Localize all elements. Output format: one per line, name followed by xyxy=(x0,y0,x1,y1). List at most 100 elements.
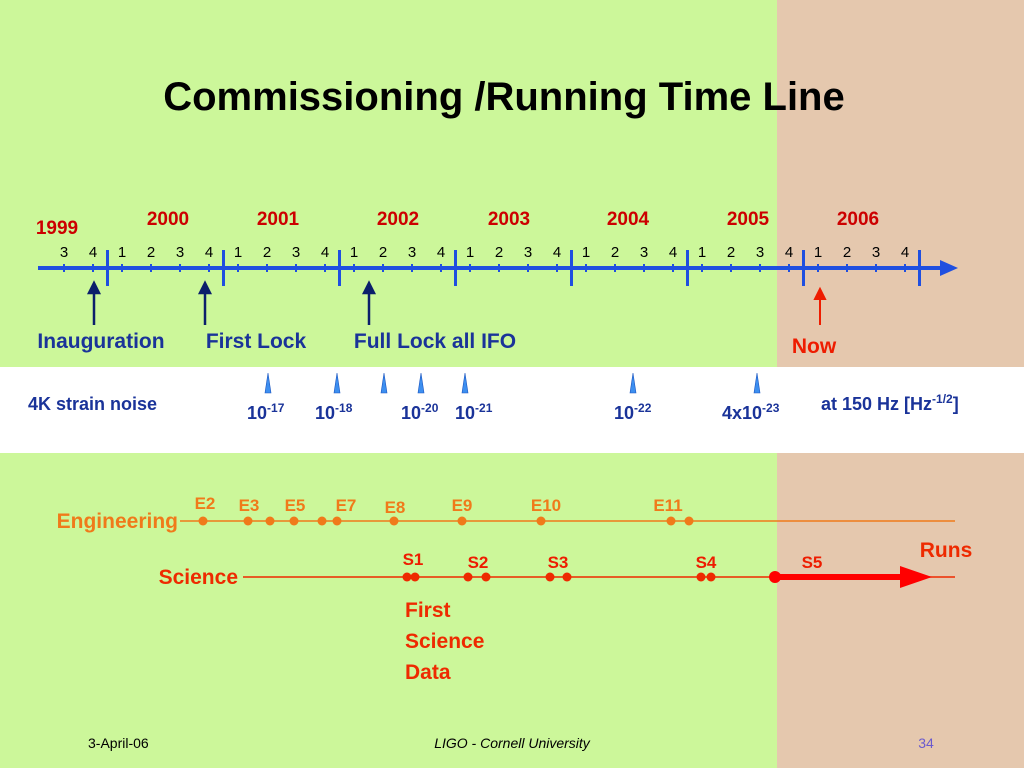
year-label: 2001 xyxy=(257,209,300,230)
quarter-label: 3 xyxy=(756,244,764,261)
science-dot xyxy=(545,572,555,582)
engineering-dot xyxy=(666,516,676,526)
arrow-head xyxy=(361,280,377,295)
quarter-label: 2 xyxy=(727,244,735,261)
strain-exp: -18 xyxy=(335,401,353,415)
strain-base: 4x10 xyxy=(722,403,762,423)
strain-arrows xyxy=(264,372,761,394)
s5-arrowhead xyxy=(900,566,932,588)
strain-value: 10-22 xyxy=(614,401,652,423)
quarter-label: 1 xyxy=(582,244,590,261)
quarter-label: 3 xyxy=(408,244,416,261)
engineering-label: Engineering xyxy=(57,510,178,533)
strain-base: 10 xyxy=(247,403,267,423)
quarter-label: 2 xyxy=(147,244,155,261)
arrow-head xyxy=(197,280,213,295)
strain-band xyxy=(0,367,1024,453)
strain-base: 10 xyxy=(401,403,421,423)
arrow-head xyxy=(86,280,102,295)
quarter-label: 4 xyxy=(901,244,909,261)
quarter-label: 2 xyxy=(611,244,619,261)
engineering-run: E2 xyxy=(195,494,216,513)
science-dot xyxy=(463,572,473,582)
strain-exp: -22 xyxy=(634,401,652,415)
footer-date: 3-April-06 xyxy=(88,735,149,751)
science-run: S3 xyxy=(548,553,569,572)
quarter-label: 3 xyxy=(524,244,532,261)
quarter-label: 1 xyxy=(118,244,126,261)
science-dot xyxy=(696,572,706,582)
engineering-run: E5 xyxy=(285,496,306,515)
footer-center: LIGO - Cornell University xyxy=(434,735,591,751)
engineering-dot xyxy=(684,516,694,526)
milestone-label: First Lock xyxy=(206,330,307,353)
engineering-run: E3 xyxy=(239,496,260,515)
science-dot xyxy=(706,572,716,582)
quarter-label: 4 xyxy=(321,244,329,261)
science-label: Science xyxy=(159,566,238,589)
engineering-dot xyxy=(289,516,299,526)
strain-arrow xyxy=(629,372,637,394)
quarter-label: 3 xyxy=(872,244,880,261)
note-line: Data xyxy=(405,661,451,684)
quarter-label: 4 xyxy=(553,244,561,261)
unit-exp: -1/2 xyxy=(932,392,953,406)
engineering-dot xyxy=(536,516,546,526)
engineering-run: E11 xyxy=(653,496,682,515)
strain-value: 10-18 xyxy=(315,401,353,423)
quarter-label: 4 xyxy=(89,244,97,261)
unit-text: at 150 Hz [Hz xyxy=(821,394,932,414)
science-dot xyxy=(481,572,491,582)
strain-exp: -21 xyxy=(475,401,493,415)
quarter-label: 1 xyxy=(814,244,822,261)
strain-arrow xyxy=(461,372,469,394)
quarter-label: 2 xyxy=(263,244,271,261)
note-line: First xyxy=(405,599,451,622)
quarter-label: 4 xyxy=(437,244,445,261)
science-dot xyxy=(410,572,420,582)
quarter-label: 3 xyxy=(60,244,68,261)
quarter-label: 1 xyxy=(234,244,242,261)
quarter-label: 4 xyxy=(205,244,213,261)
quarter-label: 3 xyxy=(176,244,184,261)
engineering-dot xyxy=(332,516,342,526)
science-dot xyxy=(402,572,412,582)
strain-arrow xyxy=(380,372,388,394)
science-dot xyxy=(562,572,572,582)
quarter-label: 1 xyxy=(350,244,358,261)
now-arrow xyxy=(813,286,827,325)
strain-value: 10-17 xyxy=(247,401,285,423)
quarter-label: 3 xyxy=(640,244,648,261)
strain-unit: at 150 Hz [Hz-1/2] xyxy=(821,392,959,414)
quarter-label: 1 xyxy=(698,244,706,261)
year-label: 2000 xyxy=(147,209,189,230)
science-run: S5 xyxy=(802,553,823,572)
quarter-label: 2 xyxy=(843,244,851,261)
arrow-head xyxy=(813,286,827,300)
engineering-dot xyxy=(265,516,275,526)
strain-arrow xyxy=(333,372,341,394)
year-label: 2003 xyxy=(488,209,530,230)
timeline: 3 4 1 2 3 4 1 2 3 4 1 2 3 4 1 2 3 4 1 2 3 4 1 2 3 4 1 2 3 4 1999 2000 20… xyxy=(36,209,958,286)
strain-base: 10 xyxy=(614,403,634,423)
science-run: S2 xyxy=(468,553,489,572)
strain-exp: -23 xyxy=(762,401,780,415)
strain-label: 4K strain noise xyxy=(28,394,157,414)
engineering-dot xyxy=(243,516,253,526)
quarter-label: 4 xyxy=(785,244,793,261)
engineering-run: E8 xyxy=(385,498,406,517)
engineering-dot xyxy=(457,516,467,526)
timeline-arrowhead xyxy=(940,260,958,276)
note-line: Science xyxy=(405,630,484,653)
strain-value: 10-21 xyxy=(455,401,493,423)
engineering-run: E9 xyxy=(452,496,473,515)
year-label: 2004 xyxy=(607,209,650,230)
engineering-run: E7 xyxy=(336,496,357,515)
science-run: S1 xyxy=(403,550,424,569)
science-run: S4 xyxy=(696,553,717,572)
engineering-dot xyxy=(317,516,327,526)
unit-close: ] xyxy=(953,394,959,414)
year-label: 2002 xyxy=(377,209,419,230)
year-label: 1999 xyxy=(36,218,78,239)
